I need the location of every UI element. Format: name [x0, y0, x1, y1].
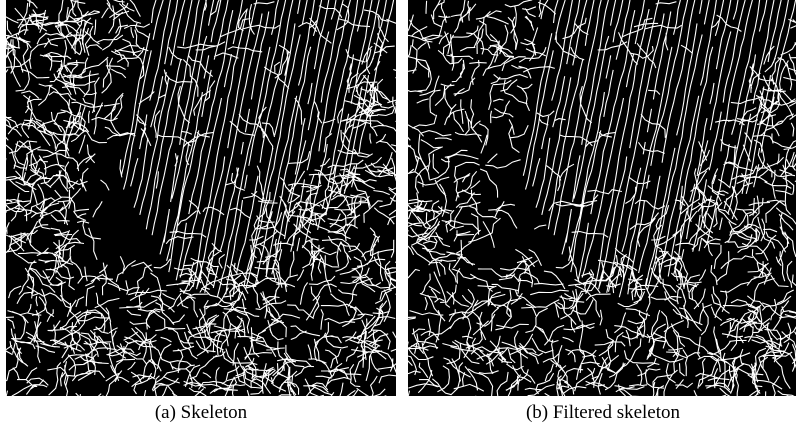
caption: (a) Skeleton: [154, 402, 248, 423]
caption: (b) Filtered skeleton: [525, 402, 681, 423]
skeleton-texture: [408, 0, 796, 396]
skeleton-image: [6, 0, 396, 396]
skeleton-texture: [6, 0, 396, 396]
filtered-skeleton-image: [408, 0, 796, 396]
